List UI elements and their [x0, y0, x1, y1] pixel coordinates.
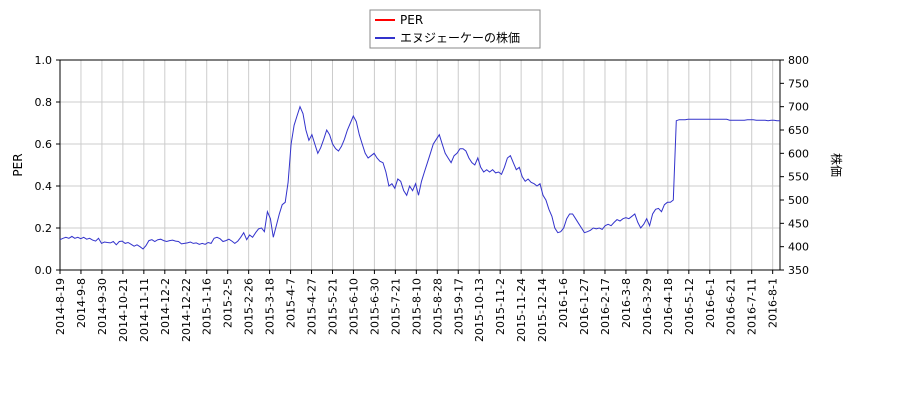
x-tick-label: 2015-8-10: [410, 278, 423, 335]
x-tick-label: 2016-5-12: [683, 278, 696, 335]
x-ticks: 2014-8-19 2014-9-8 2014-9-30 2014-10-21 2014…: [54, 270, 780, 342]
y-right-tick-label: 800: [788, 54, 809, 67]
y-left-ticks: 0.0 0.2 0.4 0.6 0.8 1.0: [35, 54, 60, 277]
x-tick-label: 2015-11-24: [515, 278, 528, 342]
x-tick-label: 2015-6-10: [347, 278, 360, 335]
y-left-tick-label: 0.8: [35, 96, 53, 109]
y-left-tick-label: 0.0: [35, 264, 53, 277]
y-right-tick-label: 650: [788, 124, 809, 137]
series-line-price: [59, 105, 780, 250]
x-tick-label: 2015-6-30: [368, 278, 381, 335]
x-tick-label: 2015-2-26: [243, 278, 256, 335]
x-tick-label: 2016-6-1: [704, 278, 717, 328]
y-right-tick-label: 400: [788, 241, 809, 254]
x-tick-label: 2016-3-8: [620, 278, 633, 328]
x-tick-label: 2015-5-21: [326, 278, 339, 335]
x-tick-label: 2014-12-2: [159, 278, 172, 335]
x-tick-label: 2016-1-6: [557, 278, 570, 328]
legend-box: [369, 9, 541, 49]
x-tick-label: 2014-8-19: [54, 278, 67, 335]
y-right-tick-label: 550: [788, 171, 809, 184]
x-tick-label: 2015-4-7: [285, 278, 298, 328]
x-tick-label: 2015-7-21: [389, 278, 402, 335]
x-tick-label: 2014-12-22: [180, 278, 193, 342]
x-tick-label: 2015-1-16: [201, 278, 214, 335]
x-tick-label: 2016-2-17: [599, 278, 612, 335]
x-tick-label: 2016-6-21: [725, 278, 738, 335]
y-left-tick-label: 0.2: [35, 222, 53, 235]
y-left-axis-label: PER: [11, 153, 25, 176]
x-tick-label: 2014-10-21: [117, 278, 130, 342]
legend-label-price: エヌジェーケーの株価: [400, 30, 520, 45]
legend-label-per: PER: [400, 13, 423, 27]
y-right-ticks: 350 400 450 500 550 600 650 700 750 800: [780, 54, 809, 277]
y-left-tick-label: 0.6: [35, 138, 53, 151]
x-tick-label: 2015-3-18: [264, 278, 277, 335]
x-tick-label: 2015-2-5: [222, 278, 235, 328]
y-right-axis-label: 株価: [829, 153, 844, 177]
x-tick-label: 2016-7-11: [746, 278, 759, 335]
y-right-tick-label: 500: [788, 194, 809, 207]
y-right-tick-label: 600: [788, 147, 809, 160]
x-tick-label: 2016-3-29: [641, 278, 654, 335]
y-right-tick-label: 700: [788, 101, 809, 114]
legend: PER エヌジェーケーの株価: [369, 9, 541, 49]
x-tick-label: 2015-9-17: [452, 278, 465, 335]
x-tick-label: 2015-12-14: [536, 278, 549, 342]
grid: [59, 59, 780, 271]
x-tick-label: 2015-8-28: [431, 278, 444, 335]
y-right-tick-label: 350: [788, 264, 809, 277]
y-right-tick-label: 450: [788, 217, 809, 230]
x-tick-label: 2014-9-30: [96, 278, 109, 335]
x-tick-label: 2015-11-2: [494, 278, 507, 335]
x-tick-label: 2015-4-27: [306, 278, 319, 335]
y-left-tick-label: 0.4: [35, 180, 53, 193]
x-tick-label: 2014-11-11: [138, 278, 151, 342]
x-tick-label: 2016-1-27: [578, 278, 591, 335]
plot-frame: [59, 59, 781, 271]
x-tick-label: 2014-9-8: [75, 278, 88, 328]
y-left-tick-label: 1.0: [35, 54, 53, 67]
x-tick-label: 2016-8-1: [767, 278, 780, 328]
y-right-tick-label: 750: [788, 77, 809, 90]
x-tick-label: 2015-10-13: [473, 278, 486, 342]
x-tick-label: 2016-4-18: [662, 278, 675, 335]
